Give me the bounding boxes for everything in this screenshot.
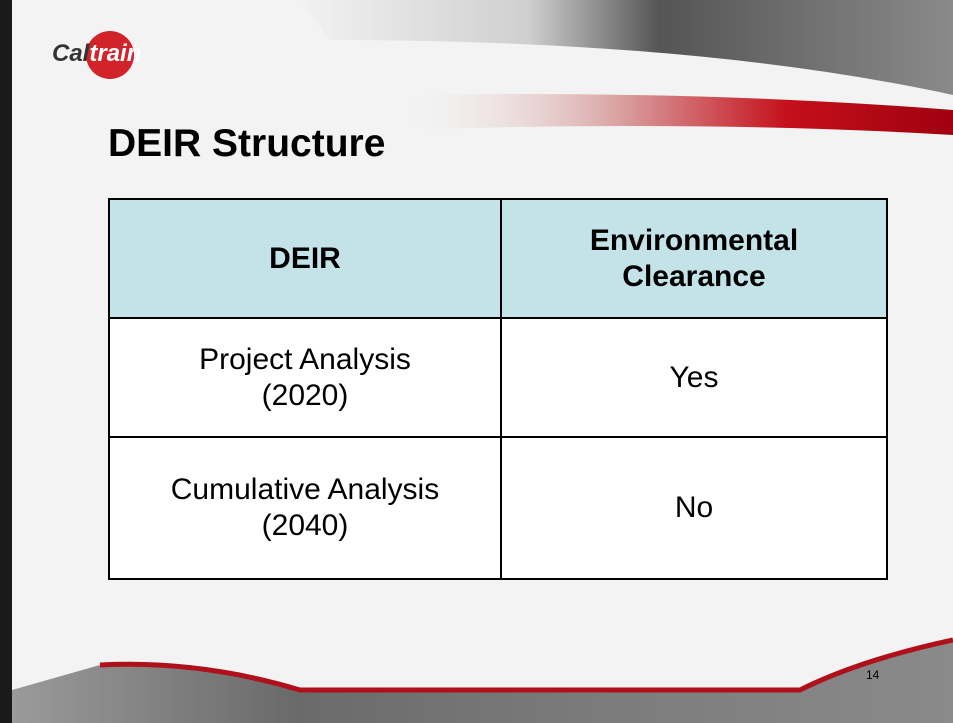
logo-text: train xyxy=(89,40,142,67)
cell: Yes xyxy=(500,317,888,438)
cell: Project Analysis (2020) xyxy=(108,317,502,438)
slide-title: DEIR Structure xyxy=(108,122,386,165)
cell-text: Yes xyxy=(669,360,719,394)
cell-text: Project Analysis (2020) xyxy=(199,342,411,412)
header-cell: Environmental Clearance xyxy=(500,198,888,319)
cell: No xyxy=(500,436,888,580)
cell-text: Cumulative Analysis (2040) xyxy=(170,473,440,542)
page-number: 14 xyxy=(866,668,880,682)
cell: Cumulative Analysis (2040) xyxy=(108,436,502,580)
logo-text: Cal xyxy=(52,40,90,67)
cell-text: No xyxy=(674,491,714,524)
header-text: DEIR xyxy=(269,241,341,275)
table: DEIR Environmental Clearance Project Ana… xyxy=(108,198,888,580)
header-cell: DEIR xyxy=(108,198,502,319)
header-text: Environmental Clearance xyxy=(589,223,799,293)
logo: Caltrain xyxy=(52,40,141,68)
